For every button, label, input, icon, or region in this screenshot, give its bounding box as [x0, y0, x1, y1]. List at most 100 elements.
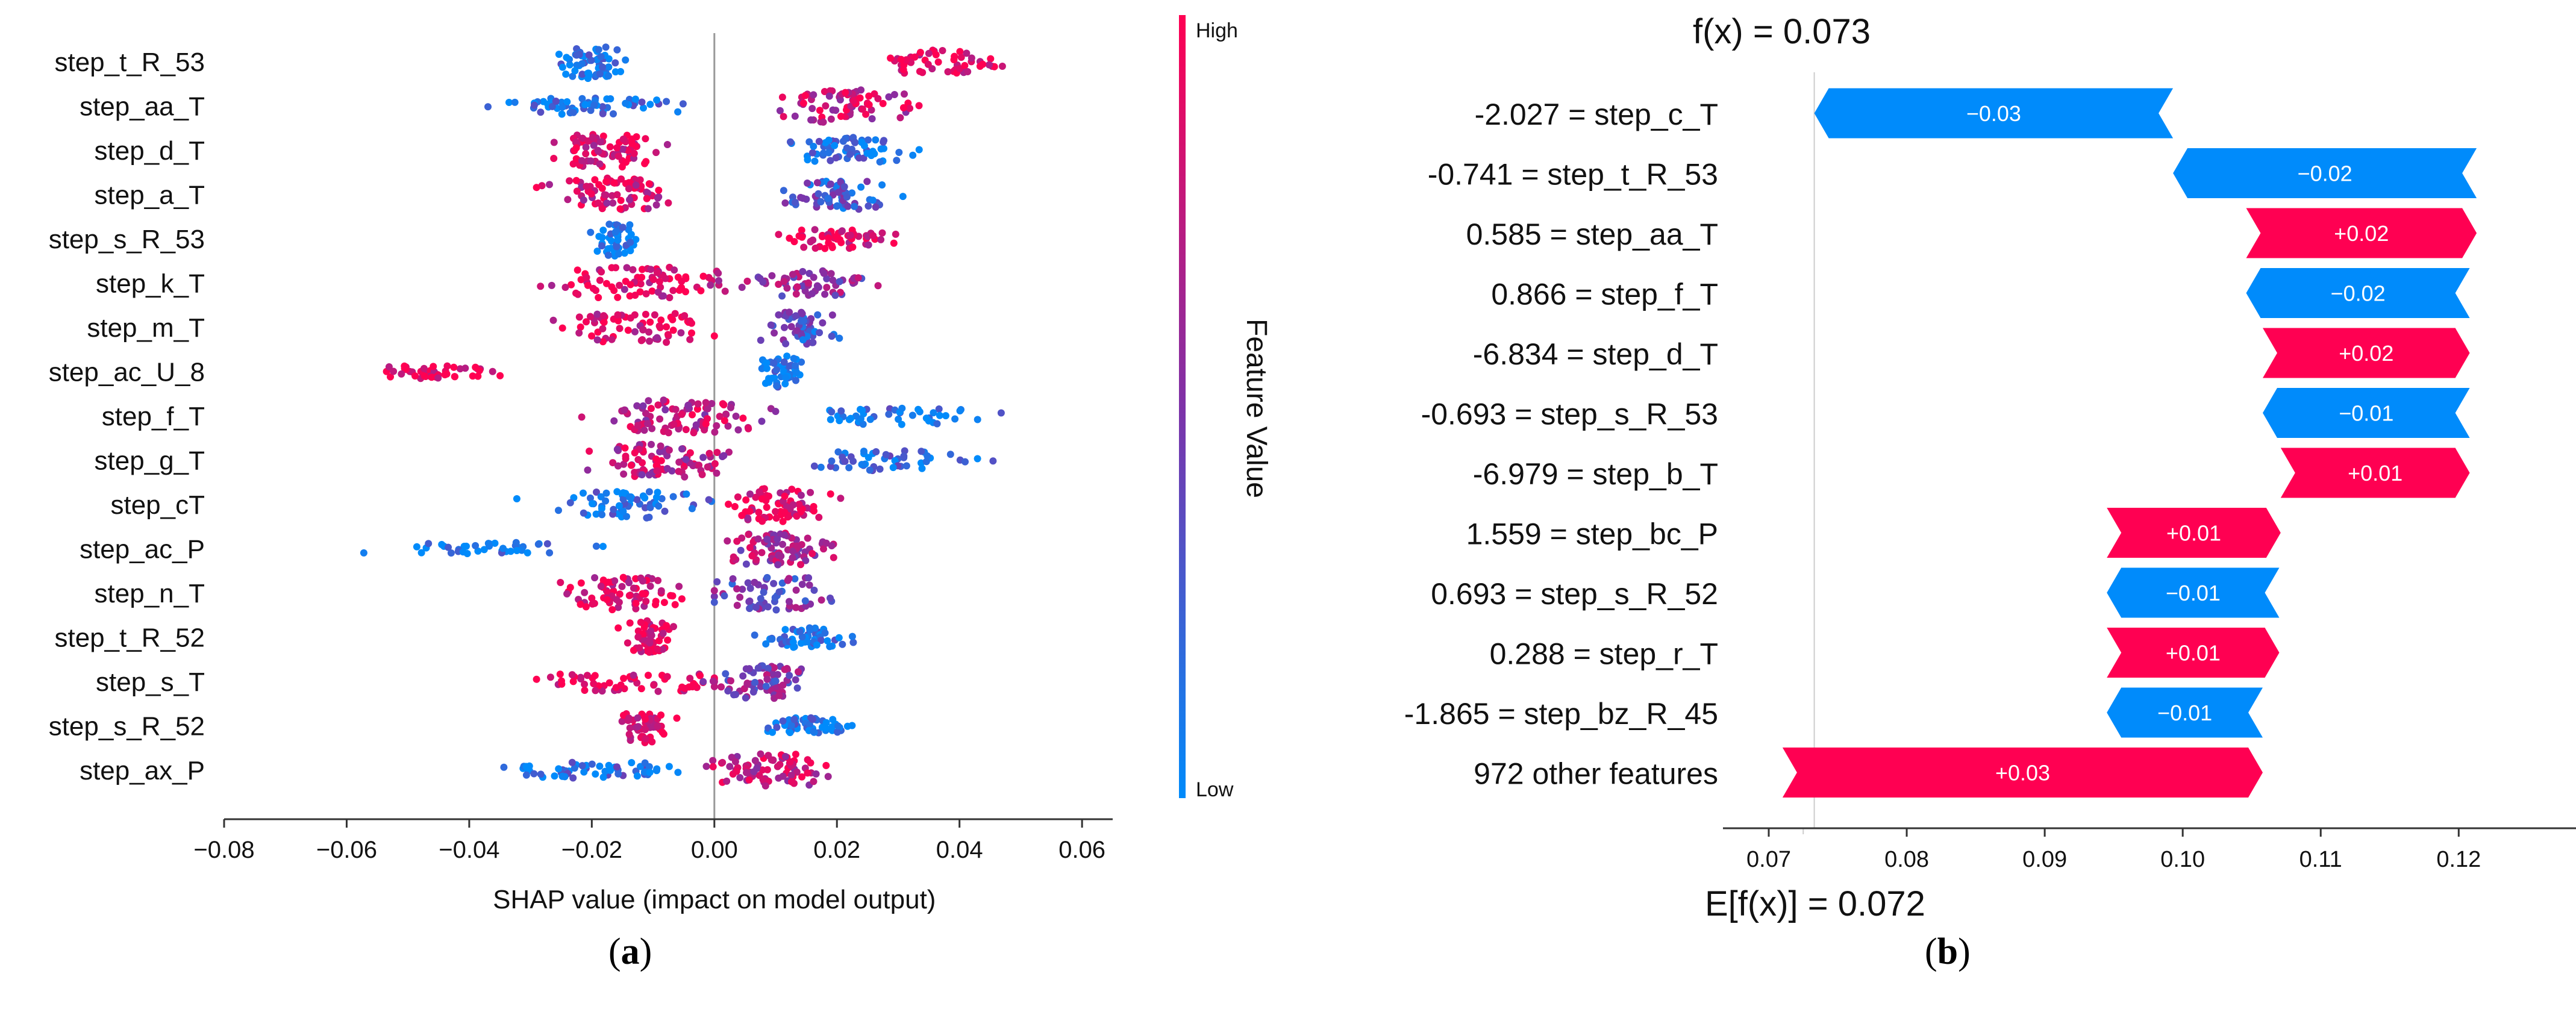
shap-point	[674, 769, 682, 776]
caption-b: (b)	[1925, 931, 1971, 972]
shap-point	[872, 203, 880, 211]
shap-point	[562, 70, 570, 78]
shap-point	[790, 355, 798, 363]
shap-point	[566, 584, 574, 592]
shap-point	[865, 101, 873, 108]
shap-point	[592, 687, 599, 695]
shap-point	[887, 54, 895, 62]
shap-point	[574, 266, 581, 274]
shap-point	[578, 157, 586, 164]
shap-point	[546, 549, 554, 557]
shap-point	[646, 337, 653, 345]
shap-point	[723, 777, 731, 785]
shap-point	[781, 508, 789, 516]
shap-point	[671, 601, 679, 608]
shap-point	[533, 675, 540, 683]
shap-point	[413, 543, 420, 551]
shap-point	[793, 512, 801, 520]
shap-point	[654, 194, 661, 202]
shap-point	[869, 148, 877, 155]
shap-point	[581, 681, 589, 688]
shap-point	[620, 470, 628, 478]
shap-point	[827, 595, 834, 602]
shap-point	[701, 426, 708, 434]
shap-point	[599, 543, 607, 551]
shap-point	[889, 464, 897, 472]
shap-point	[808, 716, 816, 723]
shap-point	[924, 60, 932, 68]
shap-point	[843, 144, 851, 152]
shap-point	[877, 145, 885, 153]
shap-point	[946, 451, 954, 458]
shap-point	[663, 98, 671, 105]
shap-point	[708, 400, 716, 407]
shap-point	[696, 672, 704, 679]
shap-point	[773, 366, 781, 373]
shap-point	[605, 220, 613, 228]
shap-point	[563, 98, 571, 105]
shap-point	[591, 574, 599, 582]
shap-point	[800, 243, 808, 251]
shap-point	[810, 778, 818, 785]
waterfall-feature-label: 0.288 = step_r_T	[1490, 637, 1718, 671]
shap-point	[779, 681, 787, 689]
shap-point	[450, 363, 458, 371]
shap-point	[655, 502, 663, 510]
shap-point	[763, 364, 771, 372]
shap-point	[899, 66, 907, 73]
shap-point	[583, 183, 590, 190]
shap-point	[573, 51, 580, 59]
shap-point	[772, 408, 780, 415]
shap-point	[620, 711, 627, 719]
shap-point	[589, 500, 596, 508]
shap-point	[587, 107, 595, 114]
shap-point	[779, 540, 786, 548]
shap-point	[811, 245, 819, 252]
shap-point	[788, 486, 796, 493]
shap-point	[814, 190, 822, 198]
waterfall-bar-value: +0.02	[2339, 341, 2393, 366]
shap-point	[645, 328, 652, 336]
shap-point	[637, 619, 645, 626]
shap-point	[819, 231, 827, 239]
shap-point	[810, 143, 818, 150]
shap-point	[600, 312, 608, 320]
shap-point	[572, 176, 580, 184]
shap-point	[979, 60, 987, 68]
shap-point	[678, 445, 686, 453]
waterfall-bar	[2246, 268, 2470, 318]
waterfall-bar	[1814, 88, 2174, 139]
shap-point	[772, 677, 780, 685]
shap-point	[733, 585, 741, 593]
shap-point	[664, 429, 672, 437]
shap-point	[682, 455, 690, 463]
shap-point	[956, 48, 964, 55]
shap-point	[935, 405, 943, 413]
base-value-label: E[f(x)] = 0.072	[1705, 884, 1925, 923]
caption-a: (a)	[608, 931, 652, 972]
shap-point	[843, 193, 851, 201]
shap-point	[608, 283, 616, 291]
shap-point	[694, 400, 702, 408]
shap-point	[644, 189, 652, 197]
shap-point	[609, 459, 617, 467]
feature-label: step_f_T	[102, 402, 205, 431]
shap-point	[649, 276, 657, 283]
shap-point	[621, 286, 628, 293]
shap-point	[549, 316, 557, 324]
shap-point	[634, 456, 642, 463]
shap-point	[822, 719, 830, 726]
shap-point	[734, 493, 742, 501]
shap-point	[732, 691, 740, 698]
shap-point	[639, 326, 647, 334]
shap-point	[624, 146, 632, 154]
shap-point	[681, 473, 689, 481]
shap-point	[610, 110, 617, 117]
shap-point	[727, 404, 734, 411]
shap-point	[546, 673, 554, 681]
shap-point	[802, 602, 810, 610]
shap-point	[688, 319, 695, 327]
shap-point	[878, 229, 886, 237]
shap-point	[625, 714, 633, 722]
shap-point	[602, 178, 610, 186]
